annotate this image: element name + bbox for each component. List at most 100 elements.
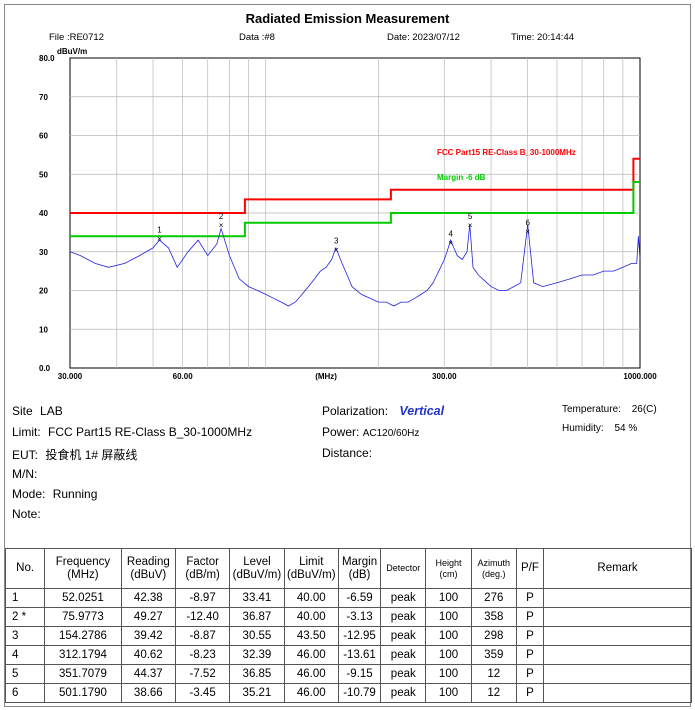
table-cell: peak: [380, 607, 427, 627]
table-cell: peak: [380, 664, 427, 684]
table-cell: 351.7079: [44, 664, 122, 684]
file-label: File :RE0712: [49, 32, 104, 43]
col-azimuth: Azimuth (deg.): [470, 548, 517, 589]
table-cell: 501.1790: [44, 683, 122, 703]
table-cell: -3.45: [174, 683, 231, 703]
table-cell: -8.23: [174, 645, 231, 665]
y-tick-label: 60: [39, 132, 48, 141]
table-body: 1 52.0251 42.38 -8.97 33.41 40.00 -6.59 peak 100…: [4, 588, 692, 703]
marker-x-icon: ×: [219, 221, 224, 230]
limit-label: Limit:: [12, 425, 41, 439]
table-cell: 1: [4, 588, 46, 608]
table-cell: [543, 683, 692, 703]
polarization-label: Polarization:: [322, 404, 389, 418]
table-cell: P: [515, 607, 545, 627]
temperature-row: Temperature: 26(C): [562, 404, 657, 415]
eut-label: EUT:: [12, 448, 39, 462]
temperature-value: 26(C): [631, 404, 657, 415]
table-cell: 100: [425, 664, 472, 684]
table-cell: 154.2786: [44, 626, 122, 646]
table-cell: 100: [425, 626, 472, 646]
humidity-row: Humidity: 54 %: [562, 423, 637, 434]
table-cell: -6.59: [337, 588, 382, 608]
table-cell: 5: [4, 664, 46, 684]
x-tick-label: 60.00: [173, 372, 194, 381]
marker-label: 3: [334, 237, 339, 246]
table-cell: P: [515, 588, 545, 608]
emission-report: Radiated Emission Measurement File :RE07…: [4, 4, 692, 707]
table-cell: 4: [4, 645, 46, 665]
table-cell: 36.85: [229, 664, 285, 684]
table-cell: [543, 626, 692, 646]
table-cell: 358: [470, 607, 517, 627]
y-tick-label: 20: [39, 287, 48, 296]
table-cell: 42.38: [120, 588, 176, 608]
table-cell: -10.79: [337, 683, 382, 703]
table-cell: 36.87: [229, 607, 285, 627]
col-factor: Factor (dB/m): [174, 548, 231, 589]
emission-trace: [69, 224, 641, 307]
table-cell: -13.61: [337, 645, 382, 665]
col-remark: Remark: [543, 548, 692, 589]
power-row: Power: AC120/60Hz: [322, 425, 419, 439]
marker-label: 4: [449, 229, 454, 238]
x-axis-label: (MHz): [315, 372, 337, 381]
table-cell: -3.13: [337, 607, 382, 627]
table-header-row: No. Frequency (MHz) Reading (dBuV) Facto…: [4, 548, 692, 589]
table-cell: -9.15: [337, 664, 382, 684]
temperature-label: Temperature:: [562, 404, 621, 415]
col-margin: Margin (dB): [337, 548, 382, 589]
table-row: 6 501.1790 38.66 -3.45 35.21 46.00 -10.79 peak 1…: [4, 683, 692, 703]
humidity-label: Humidity:: [562, 423, 604, 434]
legend-limit: FCC Part15 RE-Class B_30-1000MHz: [437, 148, 576, 157]
table-cell: 52.0251: [44, 588, 122, 608]
y-tick-label: 30: [39, 248, 48, 257]
mn-row: M/N:: [12, 467, 37, 481]
power-value: AC120/60Hz: [362, 428, 420, 439]
table-cell: peak: [380, 645, 427, 665]
marker-label: 2: [219, 212, 224, 221]
table-row: 1 52.0251 42.38 -8.97 33.41 40.00 -6.59 peak 100…: [4, 588, 692, 608]
table-cell: 46.00: [283, 683, 339, 703]
table-cell: 40.62: [120, 645, 176, 665]
table-cell: 12: [470, 683, 517, 703]
distance-row: Distance:: [322, 446, 372, 460]
humidity-value: 54 %: [614, 423, 638, 434]
table-cell: 38.66: [120, 683, 176, 703]
limit-value: FCC Part15 RE-Class B_30-1000MHz: [48, 425, 253, 439]
table-cell: peak: [380, 683, 427, 703]
col-frequency: Frequency (MHz): [44, 548, 122, 589]
limit-row: Limit: FCC Part15 RE-Class B_30-1000MHz: [12, 425, 252, 439]
y-tick-label: 0.0: [39, 364, 51, 373]
table-cell: P: [515, 626, 545, 646]
table-cell: 312.1794: [44, 645, 122, 665]
date-label: Date: 2023/07/12: [387, 32, 460, 43]
col-pf: P/F: [515, 548, 545, 589]
table-row: 3 154.2786 39.42 -8.87 30.55 43.50 -12.95 peak 1…: [4, 626, 692, 646]
table-cell: -12.40: [174, 607, 231, 627]
polarization-value: Vertical: [399, 404, 445, 418]
time-label: Time: 20:14:44: [511, 32, 575, 43]
table-cell: 3: [4, 626, 46, 646]
legend-margin: Margin -6 dB: [437, 173, 486, 182]
col-level: Level (dBuV/m): [229, 548, 285, 589]
distance-label: Distance:: [322, 446, 373, 460]
table-cell: 75.9773: [44, 607, 122, 627]
table-cell: 46.00: [283, 664, 339, 684]
table-cell: 43.50: [283, 626, 339, 646]
marker-x-icon: ×: [448, 238, 453, 247]
eut-row: EUT: 投食机 1# 屏蔽线: [12, 446, 137, 463]
power-label: Power:: [322, 425, 360, 439]
table-cell: 33.41: [229, 588, 285, 608]
table-cell: [543, 645, 692, 665]
marker-x-icon: ×: [525, 228, 530, 237]
table-cell: peak: [380, 626, 427, 646]
table-cell: 100: [425, 683, 472, 703]
table-cell: -12.95: [337, 626, 382, 646]
table-cell: 12: [470, 664, 517, 684]
col-height: Height (cm): [425, 548, 472, 589]
limit-line: [70, 157, 640, 214]
marker-label: 1: [157, 226, 162, 235]
table-cell: 100: [425, 588, 472, 608]
mode-value: Running: [52, 487, 98, 501]
